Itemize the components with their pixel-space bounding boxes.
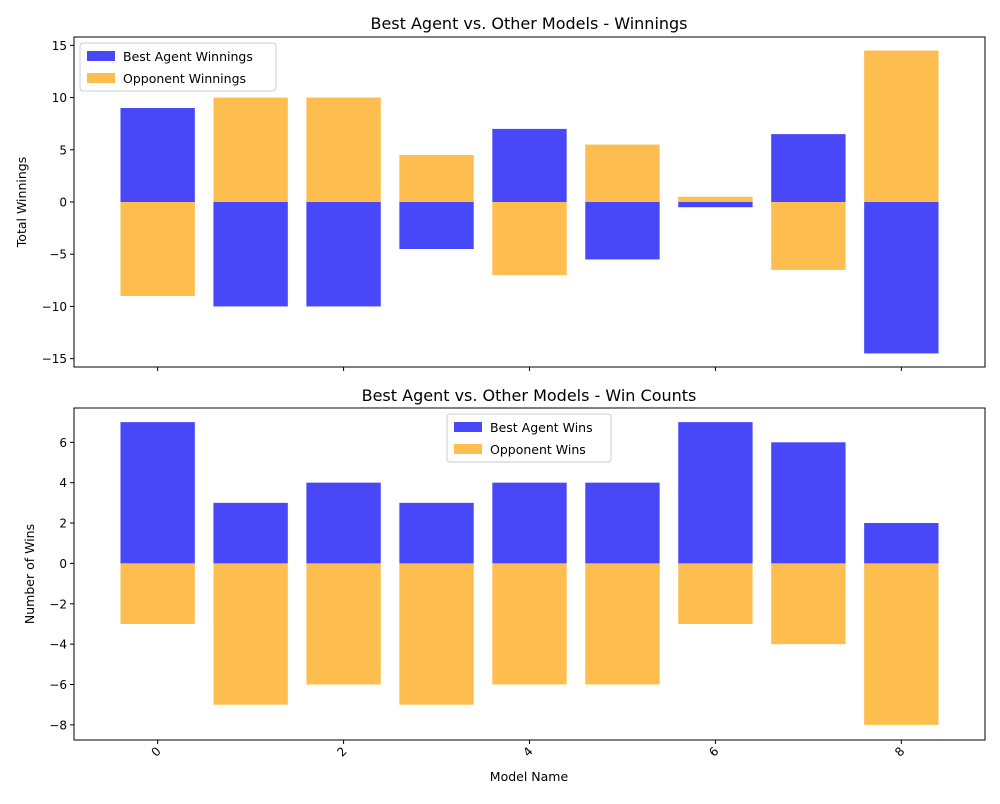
bar-opponent-winnings-8 [864, 50, 939, 202]
bar-opponent-wins-4 [492, 563, 567, 685]
xtick-label: 0 [148, 744, 163, 759]
bar-best-agent-winnings-2 [306, 202, 381, 307]
ytick-label: 10 [52, 91, 67, 105]
legend-box [79, 42, 277, 92]
bar-opponent-wins-3 [399, 563, 474, 705]
legend-label: Opponent Winnings [123, 71, 246, 86]
chart1-legend: Best Agent Winnings Opponent Winnings [79, 42, 277, 92]
chart2-ylabel: Number of Wins [22, 524, 37, 624]
chart2-legend: Best Agent Wins Opponent Wins [446, 413, 612, 463]
bar-best-agent-wins-1 [213, 502, 288, 564]
xtick-label: 4 [520, 744, 535, 759]
ytick-label: 2 [59, 517, 67, 531]
ytick-label: 6 [59, 436, 67, 450]
ytick-label: 0 [59, 557, 67, 571]
legend-box [446, 413, 612, 463]
ytick-label: −5 [49, 248, 67, 262]
ytick-label: 15 [52, 39, 67, 53]
bar-opponent-winnings-2 [306, 97, 381, 202]
xtick-label: 8 [892, 744, 907, 759]
bar-best-agent-winnings-5 [585, 202, 660, 260]
ytick-label: 0 [59, 196, 67, 210]
bar-best-agent-winnings-0 [120, 108, 195, 202]
chart2-title: Best Agent vs. Other Models - Win Counts [362, 386, 697, 405]
bar-best-agent-winnings-1 [213, 202, 288, 307]
legend-label: Opponent Wins [490, 442, 586, 457]
bar-opponent-wins-1 [213, 563, 288, 705]
legend-label: Best Agent Wins [490, 420, 593, 435]
bar-best-agent-wins-7 [771, 442, 846, 564]
ytick-label: 5 [59, 143, 67, 157]
bar-best-agent-wins-0 [120, 422, 195, 564]
bar-best-agent-winnings-3 [399, 202, 474, 249]
legend-swatch [454, 422, 482, 432]
legend-swatch [87, 73, 115, 83]
ytick-label: −2 [49, 597, 67, 611]
legend-label: Best Agent Winnings [123, 49, 253, 64]
bar-opponent-winnings-0 [120, 202, 195, 296]
bar-opponent-winnings-7 [771, 202, 846, 270]
ytick-label: −15 [42, 352, 67, 366]
ytick-label: 4 [59, 476, 67, 490]
ytick-label: −4 [49, 638, 67, 652]
bar-best-agent-wins-4 [492, 482, 567, 564]
bar-best-agent-wins-5 [585, 482, 660, 564]
legend-swatch [454, 444, 482, 454]
chart1-title: Best Agent vs. Other Models - Winnings [370, 14, 687, 33]
bar-opponent-winnings-3 [399, 155, 474, 202]
bar-best-agent-winnings-8 [864, 202, 939, 354]
xtick-label: 2 [334, 744, 349, 759]
bar-opponent-wins-2 [306, 563, 381, 685]
bar-opponent-winnings-6 [678, 196, 753, 202]
bar-opponent-winnings-1 [213, 97, 288, 202]
chart1-plot: −15 −10 −5 0 5 10 15 Best Agent Winnings Opponen… [42, 36, 986, 371]
bar-best-agent-wins-2 [306, 482, 381, 564]
xtick-label: 6 [706, 744, 721, 759]
ytick-label: −8 [49, 718, 67, 732]
bar-best-agent-winnings-4 [492, 128, 567, 202]
bar-opponent-wins-0 [120, 563, 195, 624]
chart1-ylabel: Total Winnings [14, 157, 29, 248]
chart2-plot: −8 −6 −4 −2 0 2 4 6 0 2 4 6 8 Best Agent Wins Opponent… [49, 407, 986, 760]
legend-swatch [87, 51, 115, 61]
ytick-label: −10 [42, 300, 67, 314]
bar-opponent-wins-6 [678, 563, 753, 624]
bar-opponent-winnings-4 [492, 202, 567, 276]
bar-opponent-wins-5 [585, 563, 660, 685]
bar-best-agent-winnings-7 [771, 134, 846, 202]
ytick-label: −6 [49, 678, 67, 692]
bar-opponent-wins-8 [864, 563, 939, 725]
bar-best-agent-wins-6 [678, 422, 753, 564]
bar-best-agent-wins-8 [864, 523, 939, 564]
chart2-xlabel: Model Name [490, 769, 569, 784]
bar-best-agent-wins-3 [399, 502, 474, 564]
bar-opponent-wins-7 [771, 563, 846, 645]
bar-best-agent-winnings-6 [678, 202, 753, 208]
bar-opponent-winnings-5 [585, 144, 660, 202]
